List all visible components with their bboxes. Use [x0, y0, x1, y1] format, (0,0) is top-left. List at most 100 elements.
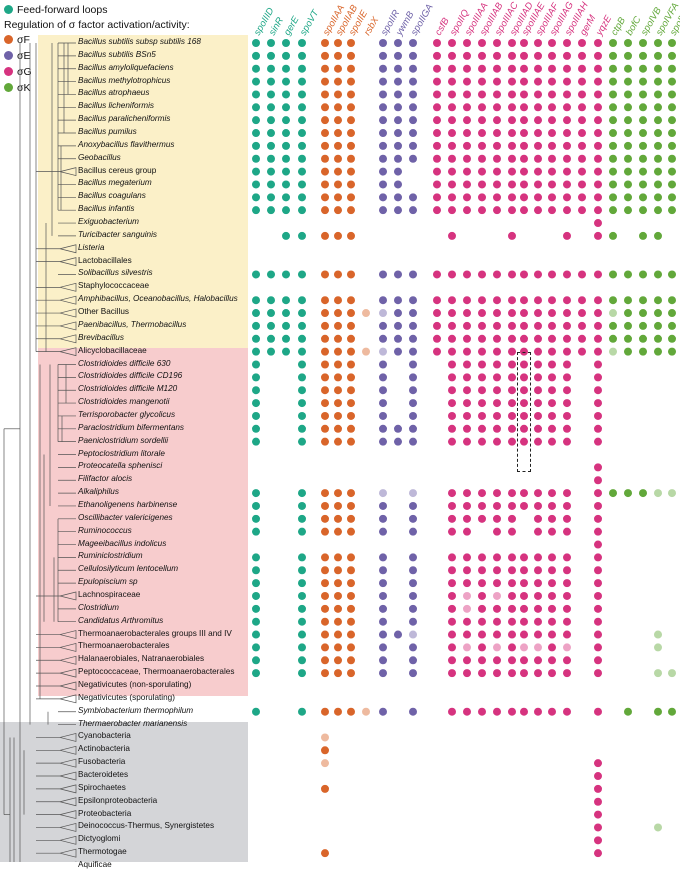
presence-dot — [409, 154, 417, 163]
presence-dot — [534, 270, 542, 279]
presence-dot — [508, 514, 516, 523]
presence-dot — [654, 334, 662, 343]
presence-dot — [594, 759, 602, 768]
presence-dot — [624, 154, 632, 163]
presence-dot — [409, 141, 417, 150]
presence-dot — [282, 180, 290, 189]
presence-dot — [409, 103, 417, 112]
presence-dot — [463, 347, 471, 356]
presence-dot — [520, 579, 528, 588]
presence-dot — [493, 64, 501, 73]
presence-dot — [298, 103, 306, 112]
presence-dot — [379, 707, 387, 716]
presence-dot — [334, 373, 342, 382]
presence-dot — [282, 116, 290, 125]
presence-dot — [379, 591, 387, 600]
sigma-k-dot-icon — [4, 83, 13, 92]
presence-dot — [321, 849, 329, 858]
presence-dot — [463, 180, 471, 189]
presence-dot — [321, 643, 329, 652]
presence-dot — [252, 116, 260, 125]
presence-dot — [609, 296, 617, 305]
presence-dot — [362, 347, 370, 356]
presence-dot — [321, 501, 329, 510]
presence-dot — [508, 334, 516, 343]
presence-dot — [594, 347, 602, 356]
presence-dot — [252, 129, 260, 138]
presence-dot — [463, 424, 471, 433]
presence-dot — [563, 51, 571, 60]
presence-dot — [563, 373, 571, 382]
presence-dot — [347, 630, 355, 639]
presence-dot — [478, 424, 486, 433]
presence-dot — [493, 411, 501, 420]
presence-dot — [463, 437, 471, 446]
presence-dot — [267, 141, 275, 150]
presence-dot — [548, 386, 556, 395]
taxon-label: Ruminiclostridium — [78, 551, 143, 561]
presence-dot — [563, 424, 571, 433]
presence-dot — [548, 141, 556, 150]
presence-dot — [548, 553, 556, 562]
presence-dot — [409, 643, 417, 652]
presence-dot — [252, 270, 260, 279]
presence-dot — [520, 617, 528, 626]
presence-dot — [548, 527, 556, 536]
presence-dot — [654, 270, 662, 279]
presence-dot — [668, 309, 676, 318]
presence-dot — [594, 707, 602, 716]
presence-dot — [409, 669, 417, 678]
presence-dot — [654, 643, 662, 652]
presence-dot — [347, 193, 355, 202]
presence-dot — [548, 591, 556, 600]
presence-dot — [379, 129, 387, 138]
presence-dot — [668, 321, 676, 330]
presence-dot — [578, 193, 586, 202]
presence-dot — [493, 579, 501, 588]
presence-dot — [282, 90, 290, 99]
presence-dot — [347, 309, 355, 318]
presence-dot — [639, 167, 647, 176]
presence-dot — [347, 643, 355, 652]
presence-dot — [639, 296, 647, 305]
presence-dot — [520, 321, 528, 330]
presence-dot — [448, 437, 456, 446]
presence-dot — [347, 167, 355, 176]
presence-dot — [267, 154, 275, 163]
presence-dot — [267, 193, 275, 202]
presence-dot — [478, 296, 486, 305]
presence-dot — [298, 386, 306, 395]
presence-dot — [298, 193, 306, 202]
presence-dot — [493, 103, 501, 112]
taxon-label: Epulopiscium sp — [78, 577, 138, 587]
presence-dot — [639, 103, 647, 112]
presence-dot — [508, 116, 516, 125]
presence-dot — [448, 656, 456, 665]
presence-dot — [594, 193, 602, 202]
presence-dot — [267, 206, 275, 215]
presence-dot — [563, 514, 571, 523]
presence-dot — [493, 167, 501, 176]
presence-dot — [347, 77, 355, 86]
presence-dot — [508, 103, 516, 112]
presence-dot — [347, 604, 355, 613]
taxon-label: Actinobacteria — [78, 744, 130, 754]
presence-dot — [478, 167, 486, 176]
presence-dot — [563, 527, 571, 536]
presence-dot — [478, 77, 486, 86]
presence-dot — [534, 39, 542, 47]
presence-dot — [478, 180, 486, 189]
presence-dot — [594, 514, 602, 523]
presence-dot — [347, 553, 355, 562]
presence-dot — [508, 129, 516, 138]
presence-dot — [448, 296, 456, 305]
presence-dot — [252, 579, 260, 588]
presence-dot — [493, 566, 501, 575]
taxon-label: Bacteroidetes — [78, 770, 129, 780]
presence-dot — [433, 51, 441, 60]
presence-dot — [379, 347, 387, 356]
presence-dot — [409, 270, 417, 279]
presence-dot — [594, 849, 602, 858]
presence-dot — [578, 270, 586, 279]
presence-dot — [448, 154, 456, 163]
